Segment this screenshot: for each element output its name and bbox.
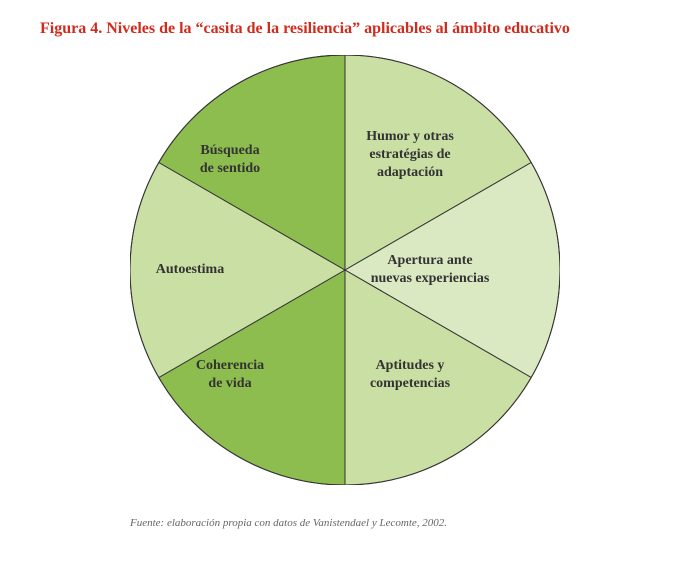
pie-chart: Humor y otrasestratégias deadaptaciónApe… <box>130 55 560 485</box>
source-citation: Fuente: elaboración propia con datos de … <box>130 517 447 529</box>
figure-title: Figura 4. Niveles de la “casita de la re… <box>40 20 570 38</box>
